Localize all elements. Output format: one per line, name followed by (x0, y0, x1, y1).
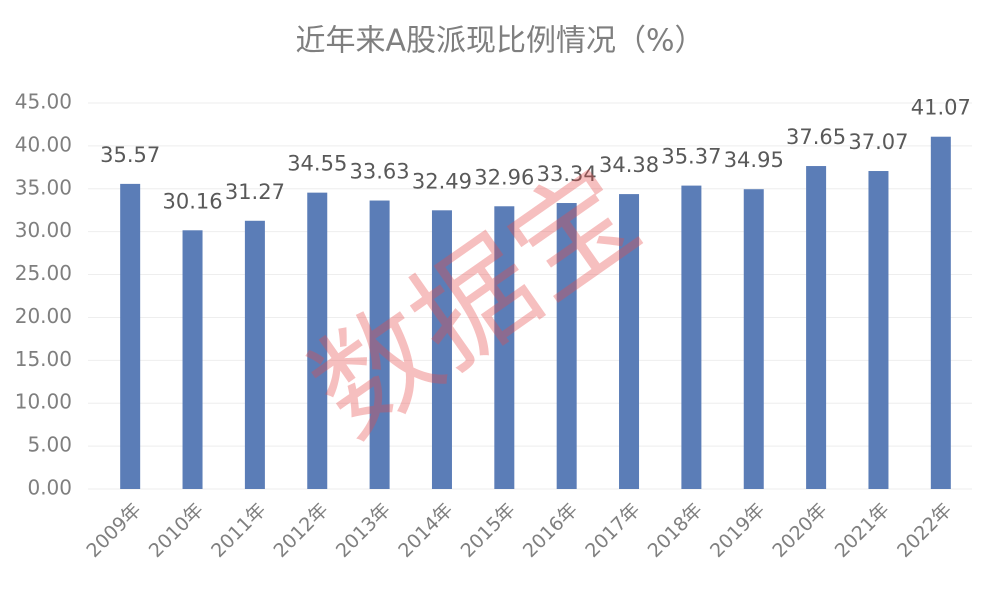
bar (556, 203, 577, 489)
value-label: 37.65 (786, 125, 846, 149)
y-tick-label: 35.00 (15, 175, 72, 199)
bar (868, 171, 889, 489)
value-label: 31.27 (225, 180, 285, 204)
y-tick-label: 40.00 (15, 132, 72, 156)
y-tick-label: 0.00 (27, 476, 72, 500)
value-label: 33.63 (350, 160, 410, 184)
y-tick-label: 5.00 (27, 433, 72, 457)
value-label: 30.16 (162, 189, 222, 213)
bar (244, 220, 265, 489)
bar (369, 200, 390, 489)
value-label: 37.07 (848, 130, 908, 154)
bar (182, 230, 203, 489)
chart-title: 近年来A股派现比例情况（%） (295, 24, 704, 59)
value-label: 32.96 (474, 165, 534, 189)
value-label: 35.37 (661, 145, 721, 169)
y-tick-label: 45.00 (15, 90, 72, 114)
value-label: 34.95 (724, 148, 784, 172)
bar (120, 183, 141, 490)
value-label: 32.49 (412, 169, 472, 193)
bar (619, 194, 640, 489)
bar (743, 189, 764, 489)
value-label: 34.55 (287, 152, 347, 176)
y-tick-label: 15.00 (15, 347, 72, 371)
y-tick-label: 20.00 (15, 304, 72, 328)
value-label: 35.57 (100, 143, 160, 167)
bar (431, 210, 452, 490)
value-label: 34.38 (599, 153, 659, 177)
bar (494, 206, 515, 490)
bar (930, 136, 951, 489)
y-tick-label: 30.00 (15, 218, 72, 242)
y-tick-label: 25.00 (15, 261, 72, 285)
value-label: 33.34 (537, 162, 597, 186)
bar (806, 166, 827, 489)
bar (307, 192, 328, 490)
bar (681, 185, 702, 489)
value-label: 41.07 (911, 96, 971, 120)
y-tick-label: 10.00 (15, 390, 72, 414)
